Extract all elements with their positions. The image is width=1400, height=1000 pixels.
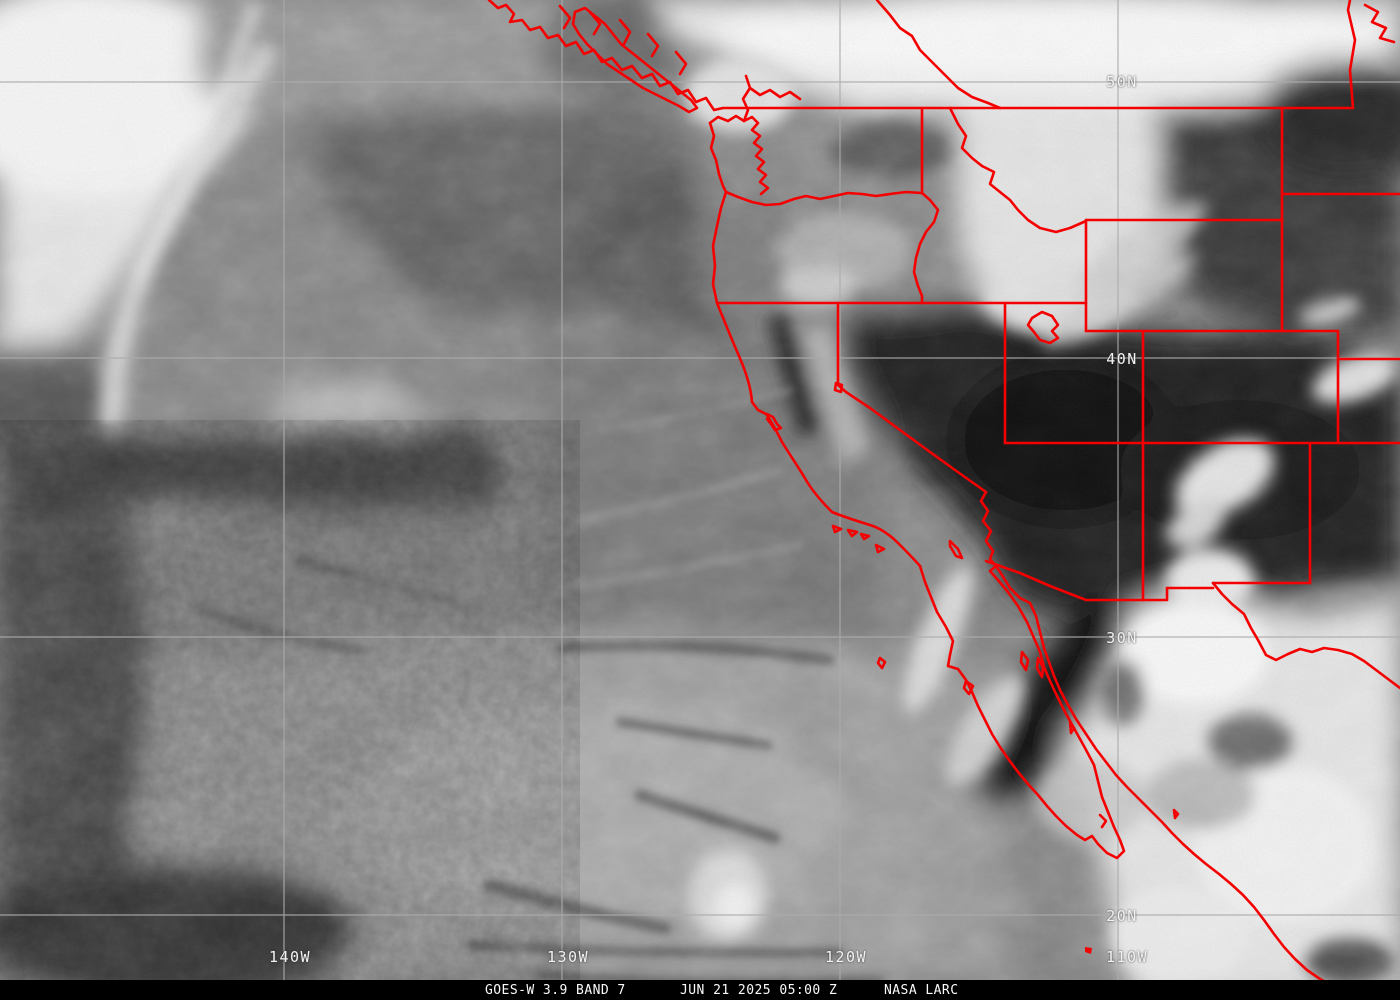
baja-mexico-coastline xyxy=(876,564,1387,1000)
lon-label-110w: 110W xyxy=(1105,948,1149,966)
lon-label-140w: 140W xyxy=(268,948,312,966)
lat-label-30n: 30N xyxy=(1106,629,1138,647)
lat-label-20n: 20N xyxy=(1106,907,1138,925)
datetime-label: JUN 21 2025 05:00 Z xyxy=(680,983,838,998)
lat-label-50n: 50N xyxy=(1106,73,1138,91)
lat-label-40n: 40N xyxy=(1106,350,1138,368)
washington-coast xyxy=(708,74,802,196)
product-label: GOES-W 3.9 BAND 7 xyxy=(485,983,626,998)
california-coastline xyxy=(711,190,1060,568)
map-boundaries-overlay xyxy=(487,0,1400,1000)
lon-label-130w: 130W xyxy=(546,948,590,966)
state-borders xyxy=(715,106,1400,602)
lon-label-120w: 120W xyxy=(824,948,868,966)
island-marker xyxy=(1085,947,1092,954)
credit-label: NASA LARC xyxy=(884,983,959,998)
status-bar: GOES-W 3.9 BAND 7 JUN 21 2025 05:00 Z NA… xyxy=(0,980,1400,1000)
us-mexico-border xyxy=(984,559,1400,690)
us-canada-border xyxy=(721,0,1357,110)
canada-coastline xyxy=(487,0,1396,114)
